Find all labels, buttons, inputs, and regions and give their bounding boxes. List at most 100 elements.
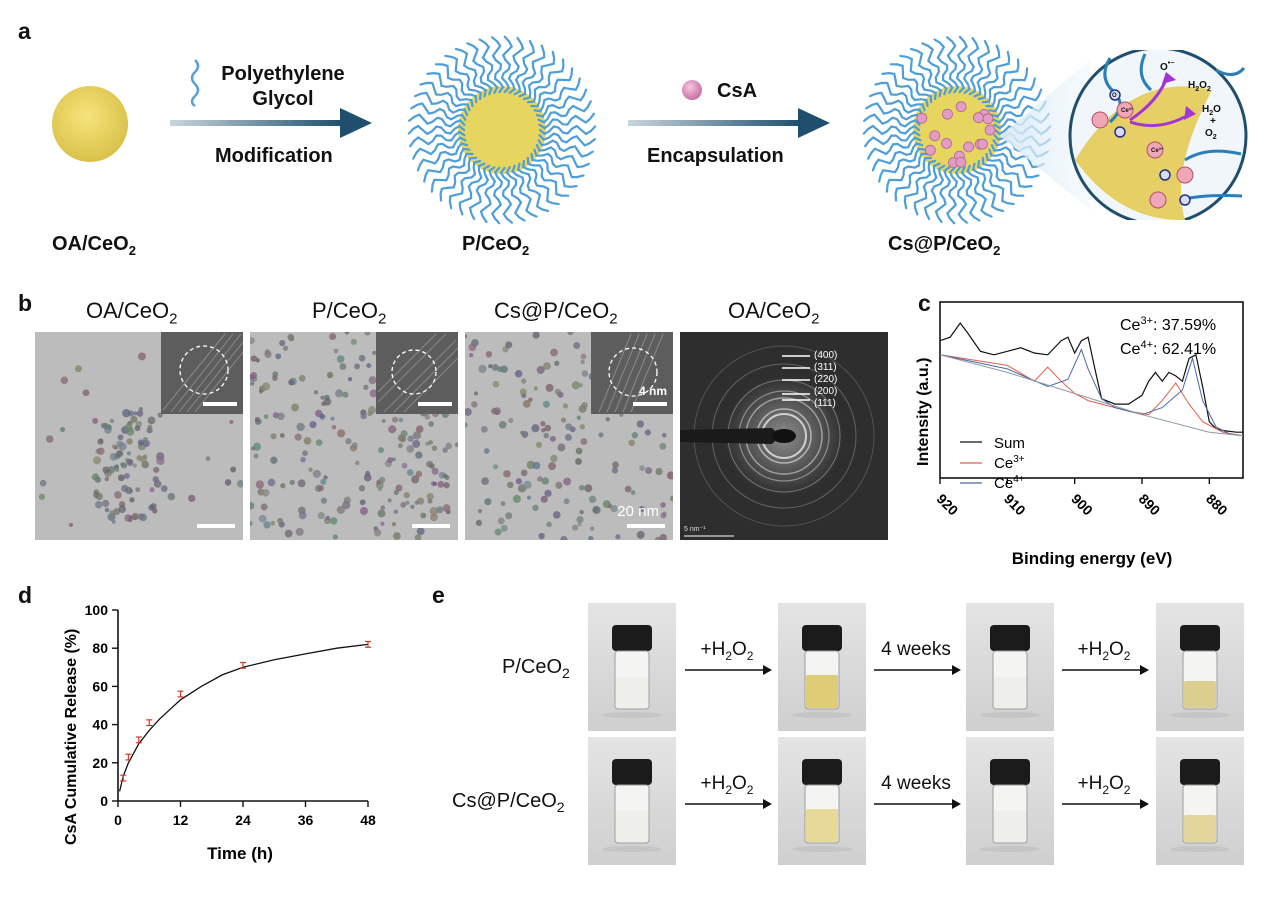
polyethylene-glycol-icon [190, 59, 200, 108]
panel-c-letter: c [918, 290, 931, 316]
release-x-tick-label: 24 [235, 812, 251, 828]
xps-x-axis-label: Binding energy (eV) [1012, 549, 1173, 568]
ce4-site-label: Ce4+ [1121, 106, 1134, 114]
release-y-axis-label: CsA Cumulative Release (%) [63, 629, 80, 845]
xps-x-tick-label: 920 [934, 491, 962, 519]
xps-x-tick-label: 880 [1203, 491, 1231, 519]
release-fit-curve [118, 643, 369, 792]
release-data-point [177, 690, 184, 698]
reaction-arrow: +H2O2 [683, 639, 773, 681]
tem-image-cs-p-ceo2: 4 nm 20 nm [465, 332, 673, 540]
release-y-tick-label: 80 [92, 640, 108, 656]
release-data-point [120, 774, 127, 782]
inset-scale-bar [418, 402, 452, 406]
xps-legend: Sum Ce3+ Ce4+ [960, 435, 1025, 492]
o2-label: O2 [1205, 128, 1217, 141]
xps-series-sum [939, 322, 1243, 433]
tem-scale-bar [627, 524, 665, 528]
xps-plot-frame [939, 301, 1244, 479]
arrow-label: +H2O2 [1077, 639, 1131, 663]
panel-a-letter: a [18, 18, 31, 44]
label-p-ceo2: P/CeO2 [462, 233, 530, 258]
panel-d-letter: d [18, 582, 33, 608]
panel-b-letter: b [18, 290, 33, 316]
release-x-tick-label: 36 [298, 812, 314, 828]
superoxide-label: O•− [1160, 60, 1174, 73]
arrow-label: 4 weeks [881, 773, 951, 794]
plus-label: + [1210, 116, 1216, 127]
reaction-arrow: 4 weeks [872, 773, 962, 815]
legend-label-ce4: Ce4+ [994, 474, 1025, 492]
surface-zoom-illustration: O•− H2O2 H2O + O2 Ce4+ Ce3+ O [1000, 50, 1248, 220]
vial-photo [1156, 737, 1244, 865]
csa-molecule-icon [682, 80, 702, 100]
oa-ceo2-particle [52, 86, 128, 162]
release-x-tick-label: 12 [173, 812, 189, 828]
label-cs-p-ceo2: Cs@P/CeO2 [888, 233, 1001, 258]
tem-title-cs-p-ceo2: Cs@P/CeO2 [494, 298, 618, 328]
saed-ring-labels: (400) (311) (220) (200) (111) [814, 350, 838, 409]
xps-x-tick-label: 900 [1068, 491, 1096, 519]
xps-x-tick-label: 910 [1001, 491, 1029, 519]
encapsulation-label: Encapsulation [647, 145, 784, 167]
release-data-point [125, 753, 132, 761]
saed-scale-label: 5 nm⁻¹ [684, 526, 706, 533]
legend-label-ce3: Ce3+ [994, 454, 1025, 472]
release-data-point [365, 640, 371, 648]
inset-scale-label: 4 nm [638, 384, 667, 398]
saed-title-oa-ceo2: OA/CeO2 [728, 298, 820, 328]
csa-label: CsA [717, 80, 758, 102]
row-label-p-ceo2: P/CeO2 [502, 656, 570, 681]
release-y-tick-label: 40 [92, 717, 108, 733]
legend-label-sum: Sum [994, 435, 1025, 452]
inset-scale-bar [203, 402, 237, 406]
reaction-arrow: +H2O2 [1060, 773, 1150, 815]
label-oa-ceo2: OA/CeO2 [52, 233, 136, 258]
xps-spectrum-chart: 920 910 900 890 880 Ce3+: 37.59% Ce4+: 62.41… [915, 301, 1244, 568]
saed-pattern-oa-ceo2: (400) (311) (220) (200) (111) 5 nm⁻¹ [680, 332, 888, 540]
release-y-tick-label: 0 [100, 793, 108, 809]
tem-scale-bar [197, 524, 235, 528]
hrtem-inset-cs: 4 nm [591, 332, 673, 414]
release-data-point [240, 661, 246, 669]
h2o-label: H2O [1202, 104, 1221, 117]
peg-label: Polyethylene Glycol [221, 63, 345, 110]
xps-annotation-ce4: Ce4+: 62.41% [1120, 339, 1216, 358]
reaction-arrow: +H2O2 [1060, 639, 1150, 681]
xps-series-ce4plus [939, 348, 1244, 437]
hrtem-inset-p [376, 332, 458, 414]
vial-photo [966, 737, 1054, 865]
vial-photo [966, 603, 1054, 731]
tem-title-p-ceo2: P/CeO2 [312, 298, 387, 328]
xps-x-tick-label: 890 [1136, 491, 1164, 519]
vial-photo [1156, 603, 1244, 731]
ce3-site-label: Ce3+ [1151, 146, 1164, 154]
modification-arrow [170, 108, 372, 138]
row-label-cs-p-ceo2: Cs@P/CeO2 [452, 790, 565, 815]
vial-photo [778, 737, 866, 865]
modification-label: Modification [215, 145, 333, 167]
encapsulation-arrow [628, 108, 830, 138]
tem-image-p-ceo2 [250, 332, 458, 540]
h2o2-label: H2O2 [1188, 80, 1211, 93]
inset-scale-bar [633, 402, 667, 406]
p-ceo2-particle [407, 35, 597, 225]
xps-annotation-ce3: Ce3+: 37.59% [1120, 315, 1216, 334]
tem-image-oa-ceo2 [35, 332, 243, 540]
panel-e-letter: e [432, 582, 445, 608]
arrow-label: +H2O2 [700, 639, 754, 663]
arrow-label: +H2O2 [700, 773, 754, 797]
xps-y-axis-label: Intensity (a.u.) [915, 358, 932, 466]
reaction-arrow: 4 weeks [872, 639, 962, 681]
vial-photo [588, 603, 676, 731]
release-x-tick-label: 0 [114, 812, 122, 828]
vial-photo [778, 603, 866, 731]
release-y-tick-label: 60 [92, 678, 108, 694]
tem-scale-bar [412, 524, 450, 528]
arrow-label: +H2O2 [1077, 773, 1131, 797]
release-x-axis-label: Time (h) [207, 844, 273, 863]
release-data-point [135, 736, 142, 744]
release-y-tick-label: 20 [92, 755, 108, 771]
xps-series-background [939, 354, 1244, 437]
arrow-label: 4 weeks [881, 639, 951, 660]
